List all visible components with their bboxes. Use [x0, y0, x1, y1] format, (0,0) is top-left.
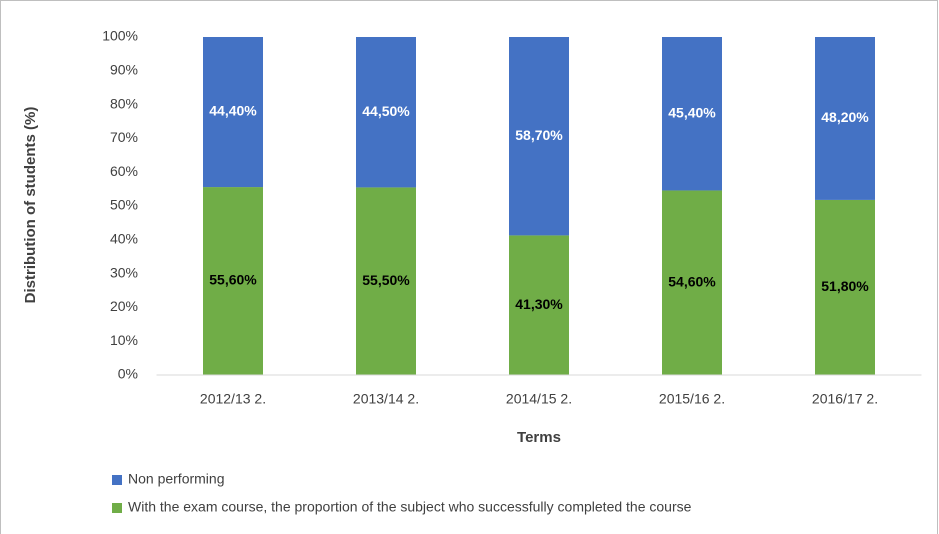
x-tick-label: 2012/13 2.	[200, 391, 266, 407]
legend-label: Non performing	[128, 471, 225, 487]
legend-swatch	[112, 503, 122, 513]
data-label: 41,30%	[515, 296, 563, 312]
legend-swatch	[112, 475, 122, 485]
y-tick-label: 90%	[110, 62, 138, 78]
bar-segment	[203, 187, 263, 375]
data-label: 55,50%	[362, 272, 410, 288]
legend-label: With the exam course, the proportion of …	[128, 499, 692, 515]
bar-segment	[356, 187, 416, 375]
data-label: 44,50%	[362, 103, 410, 119]
data-label: 51,80%	[821, 278, 869, 294]
bar-segment	[815, 199, 875, 375]
data-label: 58,70%	[515, 127, 563, 143]
y-tick-label: 0%	[118, 366, 138, 382]
y-tick-label: 80%	[110, 95, 138, 111]
data-label: 45,40%	[668, 104, 716, 120]
y-tick-label: 20%	[110, 298, 138, 314]
data-label: 55,60%	[209, 272, 257, 288]
y-tick-label: 100%	[102, 28, 138, 44]
y-tick-label: 50%	[110, 197, 138, 213]
y-tick-label: 70%	[110, 129, 138, 145]
x-axis-title: Terms	[517, 429, 561, 446]
y-tick-label: 10%	[110, 332, 138, 348]
data-label: 48,20%	[821, 109, 869, 125]
y-tick-label: 60%	[110, 163, 138, 179]
bar-segment	[356, 37, 416, 188]
data-label: 44,40%	[209, 103, 257, 119]
x-tick-label: 2013/14 2.	[353, 391, 419, 407]
bar-segment	[203, 37, 263, 188]
bar-segment	[815, 37, 875, 200]
x-tick-label: 2015/16 2.	[659, 391, 725, 407]
y-tick-label: 40%	[110, 231, 138, 247]
x-tick-label: 2016/17 2.	[812, 391, 878, 407]
bar-segment	[662, 190, 722, 375]
data-label: 54,60%	[668, 273, 716, 289]
bar-segment	[509, 235, 569, 375]
y-axis-title: Distribution of students (%)	[22, 107, 39, 304]
y-tick-label: 30%	[110, 264, 138, 280]
bar-segment	[662, 37, 722, 191]
x-tick-label: 2014/15 2.	[506, 391, 572, 407]
bar-segment	[509, 37, 569, 236]
